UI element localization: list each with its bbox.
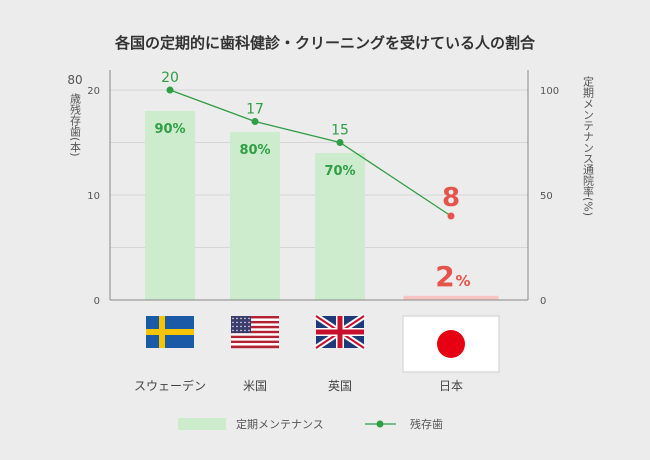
left-axis-label-number: 80 (67, 73, 82, 87)
flag-star (236, 321, 238, 324)
flag-star (232, 329, 234, 332)
legend-swatch-point (376, 420, 384, 428)
category-label: 米国 (243, 379, 267, 393)
flag-sun (437, 330, 465, 358)
flag-star (240, 325, 242, 328)
bar (145, 111, 195, 300)
flag-star (248, 329, 250, 332)
flag-cross-v (159, 316, 165, 348)
flag-canton (231, 316, 251, 333)
flag-cross-v-red (337, 316, 343, 348)
flag-star (232, 321, 234, 324)
flag-stripe (231, 333, 279, 336)
category-label: スウェーデン (134, 378, 206, 393)
flag-stripe (231, 320, 279, 324)
flag-star (248, 321, 250, 324)
line-value-label: 17 (246, 102, 264, 118)
line-value-label: 15 (331, 123, 349, 139)
line-point (251, 118, 259, 125)
flag-stripe (231, 345, 279, 349)
flag-stripe (231, 330, 279, 334)
flag-stripe (231, 328, 279, 331)
bar-value-suffix: % (455, 272, 470, 290)
line-value-label: 20 (161, 70, 179, 86)
flag-stripe (231, 335, 279, 339)
flag-stripe (231, 316, 279, 319)
line-value-label: 8 (442, 183, 460, 213)
right-tick-label: 50 (540, 191, 553, 202)
bar (230, 132, 280, 300)
legend: 定期メンテナンス 残存歯 (178, 417, 443, 431)
legend-label-maintenance: 定期メンテナンス (236, 417, 324, 431)
category-label: 英国 (328, 379, 352, 393)
chart-title: 各国の定期的に歯科健診・クリーニングを受けている人の割合 (114, 34, 536, 52)
flag-star (240, 317, 242, 320)
flag-stripe (231, 343, 279, 346)
series-line (169, 89, 452, 217)
flag-star (236, 325, 238, 328)
left-tick-label: 10 (87, 191, 100, 202)
bar-value-label: 2 (435, 260, 454, 293)
flag-star (236, 329, 238, 332)
flag-star (232, 317, 234, 320)
japan-flag-icon (402, 315, 500, 373)
flag-stripe (231, 338, 279, 341)
flag-star (244, 325, 246, 328)
bar-value-label: 90% (154, 122, 185, 137)
line-point (166, 86, 174, 94)
flag-stripe (231, 318, 279, 322)
flag-cross-h (146, 329, 194, 335)
flag-stripe (231, 323, 279, 327)
bars: 90% 80% 70% 2% (145, 111, 499, 300)
flags (146, 313, 500, 373)
bar-value-label: 80% (239, 143, 270, 158)
line-point (447, 212, 455, 220)
flag-star (240, 321, 242, 324)
legend-label-teeth: 残存歯 (410, 417, 443, 431)
category-label: 日本 (439, 379, 463, 393)
sweden-flag-icon (146, 316, 194, 348)
flag-star (244, 321, 246, 324)
uk-flag-icon (314, 313, 366, 351)
right-tick-label: 100 (540, 86, 559, 97)
usa-flag-icon (231, 316, 279, 349)
bar-value-label: 70% (324, 164, 355, 179)
legend-swatch-bar (178, 418, 226, 430)
line-series: 20 17 15 8 (161, 70, 460, 220)
right-axis-label: 定期メンテナンス通院率(%) (582, 75, 595, 216)
category-labels: スウェーデン 米国 英国 日本 (134, 378, 463, 393)
flag-star (248, 325, 250, 328)
flag-star (236, 317, 238, 320)
left-axis-label: 歳残存歯(本) (69, 93, 82, 157)
right-tick-label: 0 (540, 296, 546, 307)
flag-stripe (231, 325, 279, 329)
flag-star (248, 317, 250, 320)
bar (315, 153, 365, 300)
flag-star (232, 325, 234, 328)
flag-star (240, 329, 242, 332)
left-tick-label: 0 (94, 296, 100, 307)
flag-star (244, 329, 246, 332)
bar (403, 295, 499, 300)
flag-star (244, 317, 246, 320)
flag-stripe (231, 340, 279, 344)
line-point (336, 139, 344, 146)
left-tick-label: 20 (87, 86, 100, 97)
